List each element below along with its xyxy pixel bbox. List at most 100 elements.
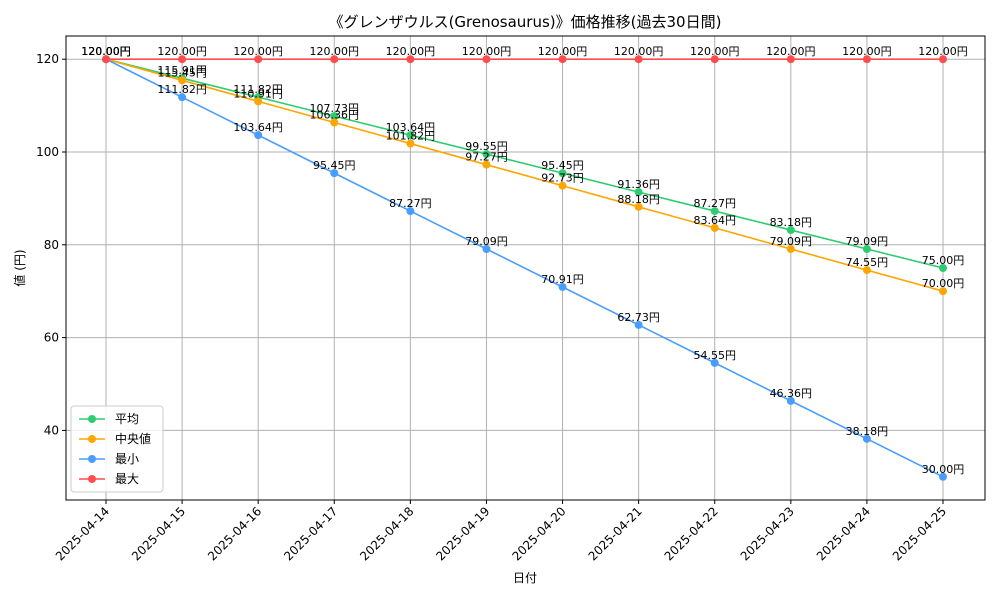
data-point <box>786 226 795 235</box>
y-tick-label: 120 <box>36 52 59 66</box>
data-point <box>482 160 491 169</box>
legend-entry-label: 平均 <box>115 412 139 426</box>
data-label: 103.64円 <box>386 121 436 134</box>
data-label: 101.82円 <box>386 130 436 143</box>
data-label: 110.91円 <box>233 87 283 100</box>
data-label: 103.64円 <box>233 121 283 134</box>
data-label: 120.00円 <box>538 45 588 58</box>
x-tick-label: 2025-04-19 <box>433 504 492 563</box>
data-point <box>330 55 339 64</box>
data-point <box>558 55 567 64</box>
data-point <box>178 93 187 102</box>
data-point <box>254 97 263 106</box>
legend-entry-label: 最大 <box>115 472 139 486</box>
data-label: 120.00円 <box>157 45 207 58</box>
legend-entry-label: 最小 <box>115 452 139 466</box>
data-point <box>102 55 110 64</box>
data-point <box>406 131 415 140</box>
data-label: 99.55円 <box>465 140 508 153</box>
data-point <box>862 245 871 254</box>
data-point <box>862 55 871 64</box>
data-label: 46.36円 <box>770 387 813 400</box>
y-tick-label: 40 <box>44 423 59 437</box>
data-point <box>558 282 567 291</box>
data-label: 120.00円 <box>614 45 664 58</box>
x-tick-label: 2025-04-15 <box>129 504 188 563</box>
data-label: 95.45円 <box>313 159 356 172</box>
data-label: 120.00円 <box>310 45 360 58</box>
data-point <box>710 358 719 367</box>
data-point <box>482 245 491 254</box>
plot-area-frame <box>65 35 986 501</box>
data-label: 107.73円 <box>310 102 360 115</box>
y-tick-label: 80 <box>44 238 59 252</box>
data-label: 87.27円 <box>693 197 736 210</box>
data-point <box>862 434 871 443</box>
data-label: 115.91円 <box>157 64 207 77</box>
data-point <box>406 139 415 148</box>
data-point <box>939 55 947 64</box>
data-point <box>558 169 567 178</box>
data-point <box>939 264 947 272</box>
data-labels: 120.00円 115.91円 111.82円 107.73円 103.64円 99.55… <box>81 45 968 476</box>
data-label: 79.09円 <box>465 235 508 248</box>
data-label: 106.36円 <box>310 108 360 121</box>
data-point <box>178 55 187 64</box>
legend-marker <box>88 455 96 463</box>
data-point <box>330 169 339 178</box>
data-label: 111.82円 <box>233 83 283 96</box>
y-axis-ticks: 40 60 80 100 120 <box>36 52 66 437</box>
y-tick-label: 100 <box>36 145 59 159</box>
x-tick-label: 2025-04-20 <box>509 504 568 563</box>
x-tick-label: 2025-04-14 <box>53 504 112 563</box>
data-point <box>786 245 795 254</box>
x-tick-label: 2025-04-22 <box>662 504 721 563</box>
data-point <box>254 55 263 64</box>
data-label: 120.00円 <box>462 45 512 58</box>
legend-box <box>70 405 164 493</box>
series-line <box>105 58 944 292</box>
data-label: 70.00円 <box>922 277 965 290</box>
data-label: 79.09円 <box>770 235 813 248</box>
data-point <box>482 55 491 64</box>
data-point <box>482 150 491 159</box>
data-label: 54.55円 <box>693 349 736 362</box>
data-point <box>786 396 795 405</box>
data-point <box>330 118 339 127</box>
data-label: 120.00円 <box>81 45 131 58</box>
data-point <box>862 266 871 275</box>
data-label: 87.27円 <box>389 197 432 210</box>
data-point <box>634 202 643 211</box>
legend-entry-label: 中央値 <box>115 431 151 446</box>
data-label: 88.18円 <box>617 193 660 206</box>
data-label: 115.45円 <box>157 66 207 79</box>
legend-marker <box>88 475 96 483</box>
x-axis-ticks: 2025-04-14 2025-04-15 2025-04-16 2025-04-17… <box>53 500 949 563</box>
data-label: 91.36円 <box>617 178 660 191</box>
data-label: 111.82円 <box>157 83 207 96</box>
series-line <box>105 58 944 269</box>
data-label: 83.64円 <box>693 214 736 227</box>
data-point <box>406 55 415 64</box>
data-point <box>406 207 415 216</box>
data-label: 62.73円 <box>617 311 660 324</box>
data-point <box>634 320 643 329</box>
data-label: 74.55円 <box>846 256 889 269</box>
data-point <box>634 188 643 197</box>
data-label: 38.18円 <box>846 425 889 438</box>
data-point <box>254 131 263 140</box>
data-label: 95.45円 <box>541 159 584 172</box>
data-label: 83.18円 <box>770 216 813 229</box>
series-line <box>105 58 944 478</box>
data-label: 75.00円 <box>922 254 965 267</box>
x-tick-label: 2025-04-21 <box>586 504 645 563</box>
data-point <box>710 55 719 64</box>
data-label: 79.09円 <box>846 235 889 248</box>
data-point <box>939 472 947 481</box>
data-point <box>330 112 339 121</box>
data-label: 120.00円 <box>233 45 283 58</box>
x-tick-label: 2025-04-24 <box>814 504 873 563</box>
